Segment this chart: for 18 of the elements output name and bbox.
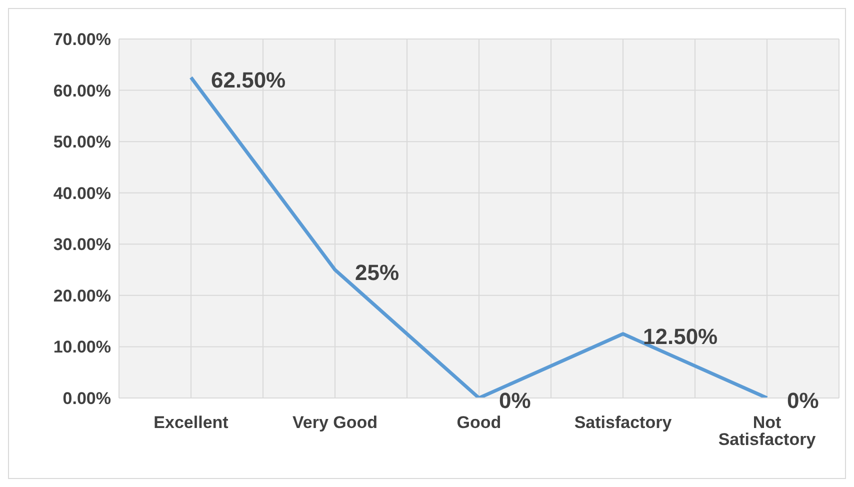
data-label: 12.50% xyxy=(643,324,718,349)
data-label: 62.50% xyxy=(211,67,286,92)
data-label: 0% xyxy=(787,388,819,413)
x-tick-label: Satisfactory xyxy=(574,413,672,432)
y-tick-label: 10.00% xyxy=(53,338,111,357)
data-label: 0% xyxy=(499,388,531,413)
y-tick-label: 0.00% xyxy=(62,389,111,408)
x-tick-label: Excellent xyxy=(154,413,229,432)
x-tick-label: Good xyxy=(456,413,502,432)
y-tick-label: 70.00% xyxy=(53,30,111,50)
y-tick-label: 30.00% xyxy=(53,235,111,254)
y-tick-label: 20.00% xyxy=(53,286,111,306)
data-label: 25% xyxy=(355,260,400,285)
y-tick-label: 60.00% xyxy=(53,81,111,100)
y-tick-label: 40.00% xyxy=(53,184,111,203)
x-tick-label: Very Good xyxy=(292,413,378,432)
x-tick-label: Not Satisfactory xyxy=(718,413,816,450)
y-tick-label: 50.00% xyxy=(53,132,111,152)
